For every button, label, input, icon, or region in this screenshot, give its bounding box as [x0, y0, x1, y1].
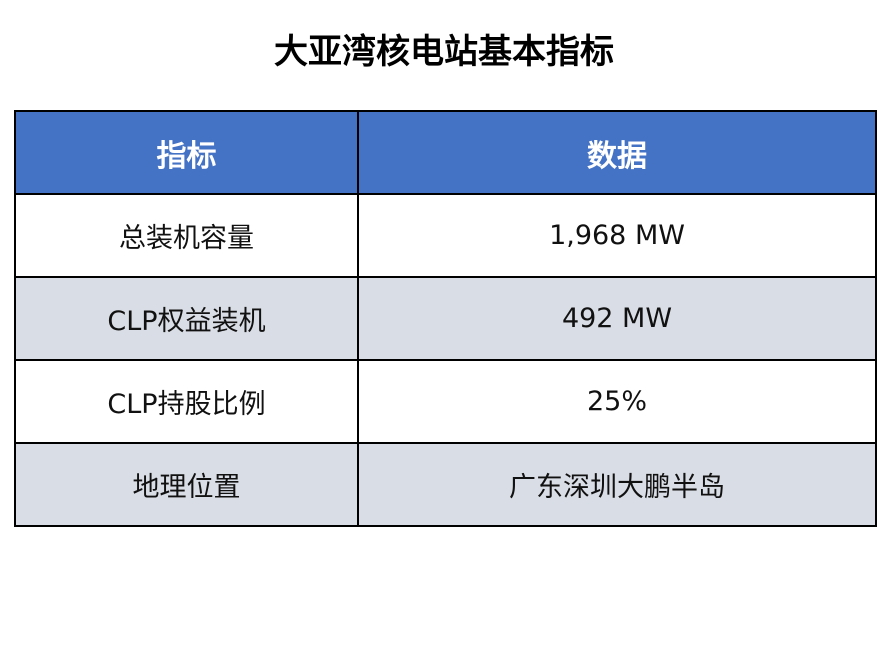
table-row: 地理位置 广东深圳大鹏半岛	[14, 442, 877, 527]
table-cell-indicator: 总装机容量	[14, 193, 359, 278]
table-cell-indicator: CLP持股比例	[14, 359, 359, 444]
table-cell-indicator: 地理位置	[14, 442, 359, 527]
table-row: CLP持股比例 25%	[14, 359, 877, 444]
table-cell-value: 492 MW	[357, 276, 877, 361]
table-cell-value: 25%	[357, 359, 877, 444]
table-row: 总装机容量 1,968 MW	[14, 193, 877, 278]
table-cell-value: 广东深圳大鹏半岛	[357, 442, 877, 527]
table-cell-indicator: CLP权益装机	[14, 276, 359, 361]
table-row: CLP权益装机 492 MW	[14, 276, 877, 361]
indicator-table: 指标 数据 总装机容量 1,968 MW CLP权益装机 492 MW CLP持…	[14, 110, 877, 527]
column-header-indicator: 指标	[14, 110, 359, 195]
table-cell-value: 1,968 MW	[357, 193, 877, 278]
column-header-data: 数据	[357, 110, 877, 195]
table-header-row: 指标 数据	[14, 110, 877, 195]
page-title: 大亚湾核电站基本指标	[274, 32, 614, 72]
